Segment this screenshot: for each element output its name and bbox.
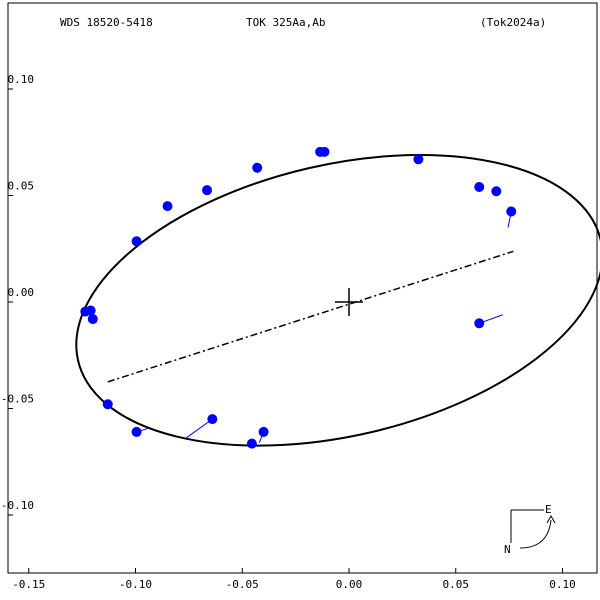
- y-tick-label: 0.00: [8, 286, 35, 299]
- line-of-nodes: [107, 250, 514, 383]
- x-tick-label: -0.15: [12, 578, 45, 591]
- compass-north-label: N: [504, 543, 511, 556]
- header-left: WDS 18520-5418: [60, 16, 153, 29]
- header-center: TOK 325Aa,Ab: [246, 16, 325, 29]
- orbit-ellipse: [75, 153, 600, 447]
- point-layer: [80, 146, 517, 449]
- x-tick-label: -0.10: [119, 578, 152, 591]
- observation-point: [85, 305, 96, 316]
- observation-point: [102, 399, 113, 410]
- residual-line: [185, 418, 213, 439]
- header-right: (Tok2024a): [480, 16, 546, 29]
- observation-point: [258, 426, 269, 437]
- observation-point: [131, 426, 142, 437]
- residual-layer: [136, 211, 512, 443]
- plot-frame: [7, 2, 598, 574]
- observation-point: [87, 314, 98, 325]
- y-tick-label: 0.10: [8, 73, 35, 86]
- observation-point: [246, 438, 257, 449]
- observation-point: [506, 206, 517, 217]
- y-tick-label: -0.05: [1, 393, 34, 406]
- y-tick-label: 0.05: [8, 180, 35, 193]
- x-tick-label: -0.05: [226, 578, 259, 591]
- compass-arrow-head: [546, 514, 556, 524]
- observation-point: [413, 154, 424, 165]
- observation-point: [474, 318, 485, 329]
- orbit-layer: [75, 153, 600, 447]
- observation-point: [131, 236, 142, 247]
- observation-point: [474, 181, 485, 192]
- compass: E N: [504, 503, 556, 556]
- x-tick-label: 0.05: [443, 578, 470, 591]
- observation-point: [252, 162, 263, 173]
- observation-point: [202, 185, 213, 196]
- x-tick-label: 0.00: [336, 578, 363, 591]
- observation-point: [319, 146, 330, 157]
- observation-point: [162, 201, 173, 212]
- compass-east-label: E: [545, 503, 552, 516]
- y-tick-label: -0.10: [1, 499, 34, 512]
- observation-point: [207, 414, 218, 425]
- compass-rotation-arrow: [519, 519, 552, 549]
- axes: -0.15 -0.10 -0.05 0.00 0.05 0.10 0.10 0.05 0.00 -…: [1, 73, 576, 591]
- x-tick-label: 0.10: [549, 578, 576, 591]
- observation-point: [491, 186, 502, 197]
